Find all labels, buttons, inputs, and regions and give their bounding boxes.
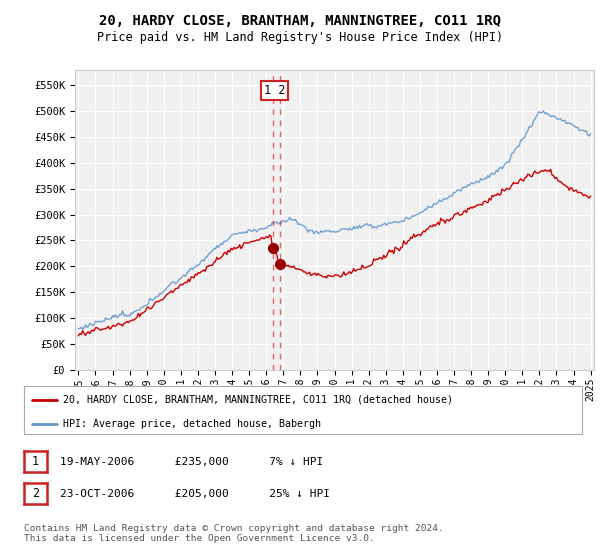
Text: HPI: Average price, detached house, Babergh: HPI: Average price, detached house, Babe… bbox=[63, 418, 321, 428]
Text: 20, HARDY CLOSE, BRANTHAM, MANNINGTREE, CO11 1RQ: 20, HARDY CLOSE, BRANTHAM, MANNINGTREE, … bbox=[99, 14, 501, 28]
Text: 2: 2 bbox=[32, 487, 39, 500]
Text: 1: 1 bbox=[32, 455, 39, 468]
Text: 23-OCT-2006      £205,000      25% ↓ HPI: 23-OCT-2006 £205,000 25% ↓ HPI bbox=[60, 489, 330, 499]
Text: Contains HM Land Registry data © Crown copyright and database right 2024.
This d: Contains HM Land Registry data © Crown c… bbox=[24, 524, 444, 543]
Text: 1 2: 1 2 bbox=[264, 84, 286, 97]
Text: Price paid vs. HM Land Registry's House Price Index (HPI): Price paid vs. HM Land Registry's House … bbox=[97, 31, 503, 44]
Text: 19-MAY-2006      £235,000      7% ↓ HPI: 19-MAY-2006 £235,000 7% ↓ HPI bbox=[60, 457, 323, 467]
Text: 20, HARDY CLOSE, BRANTHAM, MANNINGTREE, CO11 1RQ (detached house): 20, HARDY CLOSE, BRANTHAM, MANNINGTREE, … bbox=[63, 395, 453, 405]
